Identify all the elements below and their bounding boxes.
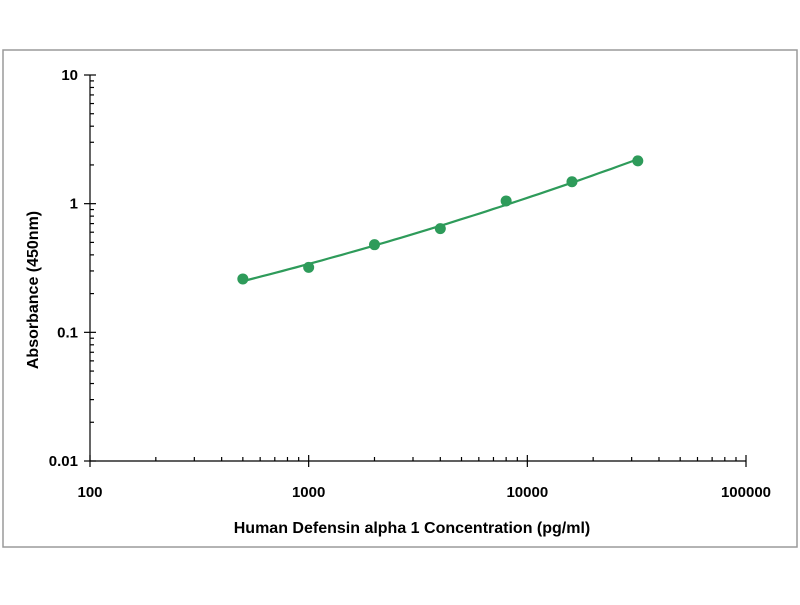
x-tick-label: 100000 [721,484,771,501]
y-axis-title: Absorbance (450nm) [25,211,42,369]
data-point [368,239,380,251]
x-axis-title: Human Defensin alpha 1 Concentration (pg… [234,520,590,537]
chart-border [2,49,798,548]
x-tick-label: 10000 [506,484,548,501]
axes: 10 1 0.1 0.01 100 1000 10000 100000 [49,67,771,501]
data-point [632,155,644,167]
y-tick-label: 0.1 [57,324,78,341]
fit-curve-layer [242,158,639,283]
data-point [434,223,446,235]
data-point [237,273,249,285]
y-tick-label: 10 [61,67,78,84]
x-tick-label: 100 [77,484,102,501]
x-tick-label: 1000 [292,484,325,501]
data-point [500,195,512,207]
y-tick-label: 0.01 [49,453,78,470]
fit-curve [242,158,639,283]
data-point [566,176,578,188]
data-points-layer [237,155,644,285]
data-point [303,261,315,273]
y-tick-label: 1 [70,196,78,213]
